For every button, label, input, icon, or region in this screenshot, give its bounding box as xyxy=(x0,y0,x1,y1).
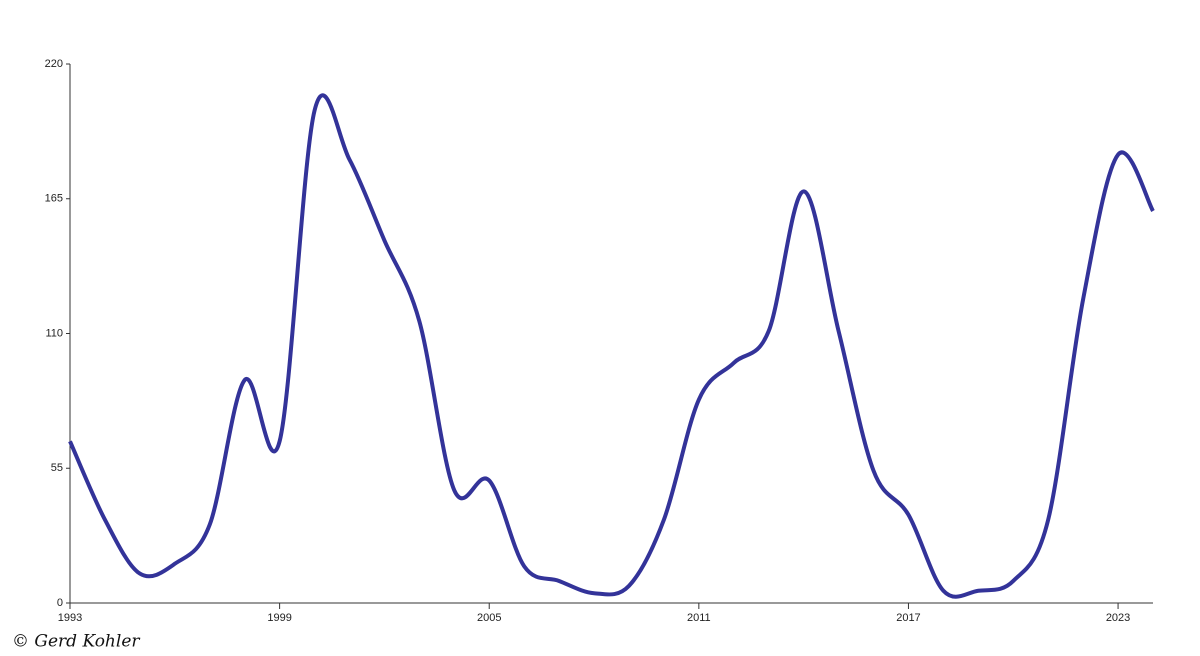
y-tick-label: 110 xyxy=(45,327,63,339)
x-tick-label: 2017 xyxy=(896,612,920,624)
x-tick-label: 2023 xyxy=(1106,612,1130,624)
y-tick-label: 220 xyxy=(45,58,63,70)
y-tick-label: 165 xyxy=(45,193,63,205)
x-tick-label: 2005 xyxy=(477,612,501,624)
x-tick-label: 1993 xyxy=(58,612,82,624)
credit: © Gerd Kohler xyxy=(12,632,140,652)
y-tick-label: 0 xyxy=(57,597,63,609)
line xyxy=(68,93,1155,599)
x-tick-label: 1999 xyxy=(267,612,291,624)
y-tick-label: 55 xyxy=(51,462,63,474)
x-tick-label: 2011 xyxy=(687,612,711,624)
